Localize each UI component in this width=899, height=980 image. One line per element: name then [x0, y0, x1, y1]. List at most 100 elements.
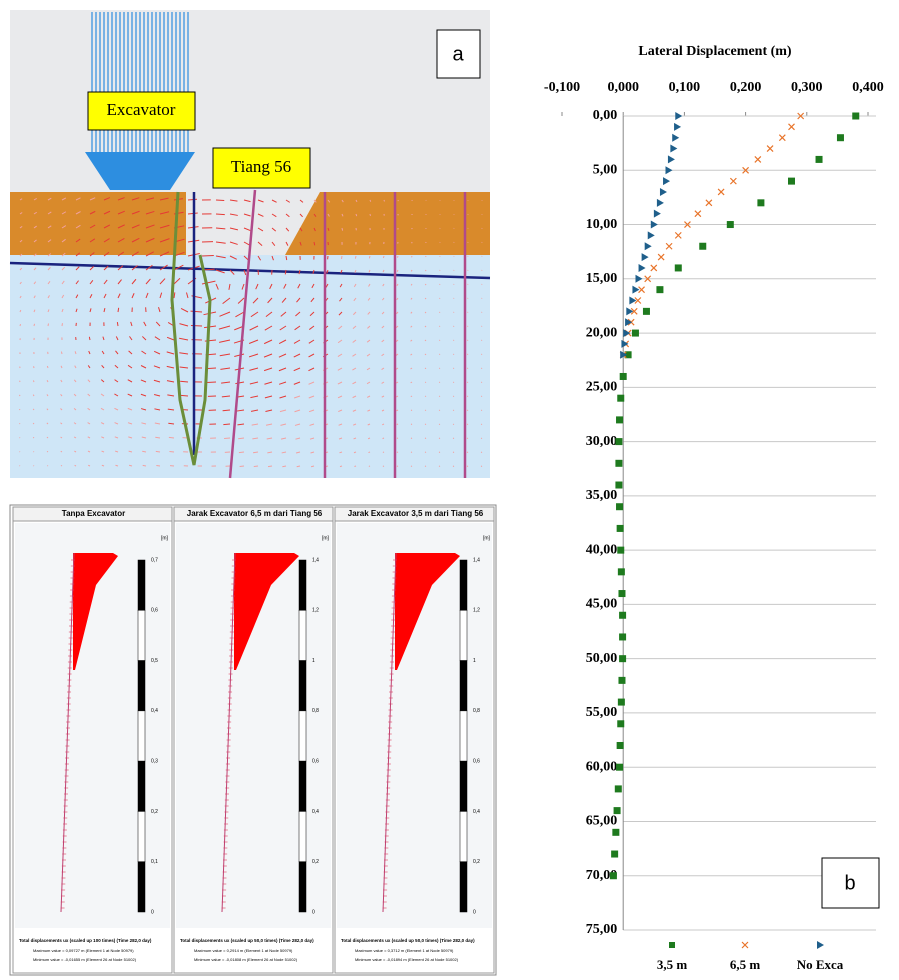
marker: [623, 329, 630, 337]
marker: [658, 254, 664, 260]
displacement-arrow: [439, 410, 440, 411]
panel-label: a: [452, 43, 464, 65]
displacement-arrow: [238, 438, 244, 439]
unit-label: [m]: [161, 535, 169, 541]
marker: [618, 568, 625, 575]
scale-segment: [299, 610, 306, 660]
displacement-arrow: [411, 424, 412, 425]
displacement-arrow: [169, 437, 174, 438]
displacement-arrow: [467, 354, 468, 355]
scale-label: 0: [312, 909, 315, 915]
marker: [611, 851, 618, 858]
displacement-arrow: [439, 368, 440, 369]
displacement-arrow: [453, 340, 454, 341]
marker: [615, 460, 622, 467]
scale-segment: [299, 811, 306, 861]
marker: [675, 112, 682, 120]
displacement-arrow: [34, 324, 35, 326]
scale-label: 1,4: [473, 557, 480, 563]
displacement-arrow: [156, 451, 160, 452]
displacement-arrow: [368, 452, 370, 453]
displacement-arrow: [356, 214, 357, 216]
scale-label: 1,2: [312, 608, 319, 614]
marker: [668, 155, 675, 163]
y-tick-label: 15,00: [586, 271, 618, 286]
displacement-arrow: [168, 423, 174, 424]
displacement-arrow: [47, 437, 48, 438]
marker: [648, 231, 655, 239]
displacement-arrow: [453, 438, 454, 439]
scale-segment: [460, 761, 467, 811]
marker: [618, 699, 625, 706]
marker: [642, 253, 649, 261]
marker: [706, 200, 712, 206]
caption: Total displacements ux (scaled up 50,0 t…: [341, 938, 475, 943]
displacement-arrow: [439, 424, 440, 425]
displacement-arrow: [453, 354, 454, 355]
scale-label: 0,1: [151, 859, 158, 865]
scale-label: 1: [473, 658, 476, 664]
marker: [612, 829, 619, 836]
marker: [730, 178, 736, 184]
displacement-arrow: [156, 465, 160, 466]
scale-segment: [460, 811, 467, 861]
marker: [654, 210, 661, 218]
marker: [617, 720, 624, 727]
x-tick-label: 0,200: [730, 80, 762, 95]
displacement-arrow: [117, 322, 118, 326]
displacement-arrow: [467, 382, 468, 383]
marker: [616, 503, 623, 510]
displacement-arrow: [453, 452, 454, 453]
displacement-arrow: [411, 396, 412, 397]
soil-layer: [10, 192, 186, 255]
marker: [636, 275, 643, 283]
y-tick-label: 30,00: [586, 434, 618, 449]
x-tick-label: 0,000: [607, 80, 639, 95]
displacement-arrow: [481, 354, 482, 355]
x-tick-label: 0,100: [669, 80, 701, 95]
scale-label: 0,6: [473, 758, 480, 764]
marker: [670, 145, 677, 153]
min-text: Minimum value = -0,01894 m (Element 26 a…: [355, 957, 459, 962]
legend-marker: [742, 942, 748, 948]
displacement-arrow: [411, 410, 412, 411]
displacement-arrow: [467, 396, 468, 397]
max-text: Maximum value = 0,09727 m (Element 1 at …: [33, 948, 134, 953]
legend-label: 6,5 m: [730, 957, 761, 972]
marker: [617, 742, 624, 749]
displacement-arrow: [453, 382, 454, 383]
marker: [727, 221, 734, 228]
marker: [620, 373, 627, 380]
marker: [618, 677, 625, 684]
marker: [699, 243, 706, 250]
scale-segment: [460, 711, 467, 761]
displacement-arrow: [47, 451, 48, 452]
displacement-arrow: [355, 256, 356, 259]
max-text: Maximum value = 0,2914 m (Element 1 at N…: [194, 948, 293, 953]
y-tick-label: 50,00: [586, 651, 618, 666]
displacement-arrow: [397, 424, 398, 425]
displacement-arrow: [439, 312, 440, 313]
displacement-arrow: [33, 409, 34, 410]
displacement-arrow: [369, 256, 370, 258]
displacement-arrow: [61, 352, 62, 354]
scale-label: 0,8: [312, 708, 319, 714]
displacement-arrow: [481, 326, 482, 327]
y-tick-label: 35,00: [586, 488, 618, 503]
marker: [618, 590, 625, 597]
excavator-label: Excavator: [107, 100, 176, 119]
scale-label: 0,4: [151, 708, 158, 714]
y-tick-label: 0,00: [593, 108, 618, 123]
panels: Tanpa Excavator[m]0,70,60,50,40,30,20,10…: [13, 507, 494, 973]
displacement-arrow: [314, 242, 315, 245]
marker: [619, 612, 626, 619]
y-tick-label: 20,00: [586, 325, 618, 340]
displacement-arrow: [397, 410, 398, 411]
displacement-arrow: [481, 452, 482, 453]
pile-label: Tiang 56: [231, 157, 291, 176]
displacement-arrow: [202, 255, 214, 256]
marker: [614, 807, 621, 814]
displacement-arrow: [383, 438, 384, 439]
marker: [675, 264, 682, 271]
displacement-arrow: [47, 366, 48, 368]
